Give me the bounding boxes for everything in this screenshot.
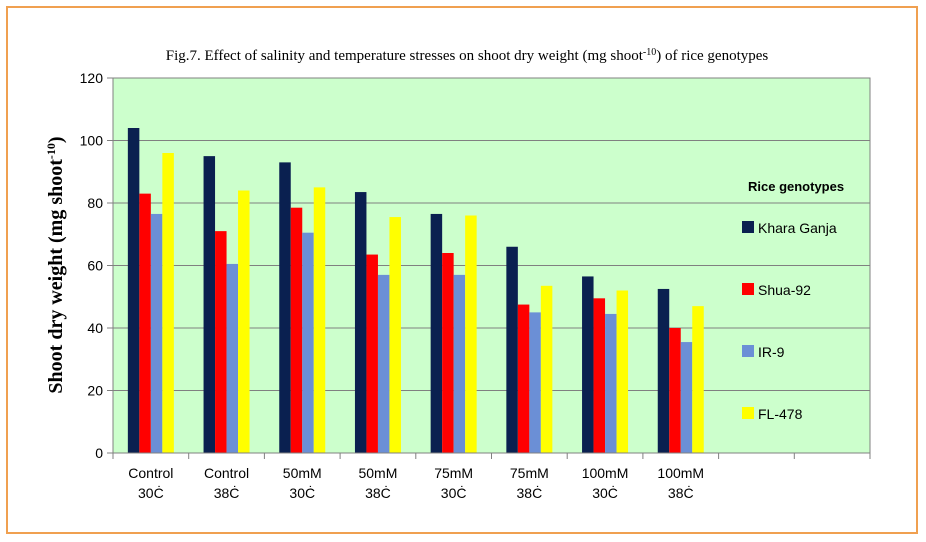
bar-khara-ganja	[203, 156, 216, 453]
bar-fl-478	[313, 187, 326, 453]
y-tick-label: 120	[80, 70, 104, 86]
x-category-label: 38Ċ	[214, 484, 240, 501]
chart-title-tail: ) of rice genotypes	[656, 48, 768, 64]
bar-shua-92	[442, 253, 454, 453]
x-category-label: Control	[204, 465, 249, 481]
legend-swatch	[742, 345, 754, 357]
legend-swatch	[742, 221, 754, 233]
bar-fl-478	[238, 190, 250, 453]
bar-shua-92	[215, 231, 227, 453]
x-category-label: 75mM	[510, 465, 549, 481]
x-category-label: 50mM	[283, 465, 322, 481]
x-category-label: 38Ċ	[365, 484, 391, 501]
x-category-label: 30Ċ	[441, 484, 467, 501]
bars	[127, 128, 704, 453]
bar-ir-9	[377, 274, 390, 453]
bar-shua-92	[517, 304, 530, 453]
bar-fl-478	[540, 285, 553, 453]
x-category-label: 75mM	[434, 465, 473, 481]
bar-shua-92	[290, 207, 303, 453]
legend-swatch	[742, 283, 754, 295]
y-tick-label: 20	[87, 383, 103, 399]
bar-khara-ganja	[279, 162, 291, 453]
legend: Rice genotypes Khara Ganja Shua-92 IR-9 FL-…	[742, 179, 844, 422]
bar-fl-478	[162, 153, 174, 453]
legend-item: FL-478	[758, 406, 803, 422]
x-category-label: 30Ċ	[592, 484, 618, 501]
bar-ir-9	[226, 263, 239, 453]
legend-item: Shua-92	[758, 282, 811, 298]
bar-shua-92	[139, 193, 151, 453]
x-category-label: 50mM	[358, 465, 397, 481]
bar-fl-478	[616, 290, 629, 453]
y-axis-label-superscript: -10	[44, 143, 58, 159]
y-tick-label: 100	[80, 133, 104, 149]
x-category-label: Control	[128, 465, 173, 481]
x-category-label: 38Ċ	[517, 484, 543, 501]
y-axis-label: Shoot dry weight (mg shoot-10)	[44, 136, 67, 393]
bar-ir-9	[680, 342, 693, 453]
bar-khara-ganja	[430, 213, 443, 453]
legend-title: Rice genotypes	[748, 179, 844, 194]
x-category-label: 100mM	[582, 465, 629, 481]
y-tick-label: 80	[87, 195, 103, 211]
x-category-labels: Control 30Ċ Control 38Ċ 50mM 30Ċ 50mM 38Ċ 75mM 30…	[128, 465, 704, 501]
y-tick-label: 0	[95, 445, 103, 461]
x-category-label: 100mM	[657, 465, 704, 481]
chart-title-main: Fig.7. Effect of salinity and temperatur…	[166, 48, 644, 64]
chart-title-superscript: -10	[643, 47, 656, 58]
bar-shua-92	[366, 254, 378, 453]
bar-ir-9	[150, 213, 163, 453]
legend-item: IR-9	[758, 344, 785, 360]
axes	[112, 78, 871, 459]
y-axis-label-tail: )	[45, 136, 67, 143]
y-tick-label: 60	[87, 258, 103, 274]
y-tick-labels: 0 20 40 60 80 100 120	[80, 70, 104, 461]
bar-ir-9	[302, 232, 314, 453]
bar-shua-92	[669, 328, 681, 453]
bar-khara-ganja	[582, 276, 594, 453]
bar-khara-ganja	[127, 128, 140, 453]
bar-shua-92	[593, 298, 606, 453]
y-axis-label-main: Shoot dry weight (mg shoot	[45, 159, 67, 394]
bar-ir-9	[453, 274, 466, 453]
bar-khara-ganja	[657, 288, 670, 453]
x-category-label: 30Ċ	[289, 484, 315, 501]
x-category-label: 30Ċ	[138, 484, 164, 501]
legend-swatch	[742, 407, 754, 419]
bar-khara-ganja	[354, 192, 367, 453]
y-tick-label: 40	[87, 320, 103, 336]
bar-fl-478	[692, 306, 704, 453]
bar-ir-9	[529, 312, 541, 453]
legend-item: Khara Ganja	[758, 220, 837, 236]
bar-fl-478	[465, 215, 477, 453]
bar-khara-ganja	[506, 246, 518, 453]
x-category-label: 38Ċ	[668, 484, 694, 501]
bar-ir-9	[605, 313, 617, 453]
bar-fl-478	[389, 217, 401, 453]
chart-title: Fig.7. Effect of salinity and temperatur…	[166, 47, 769, 65]
